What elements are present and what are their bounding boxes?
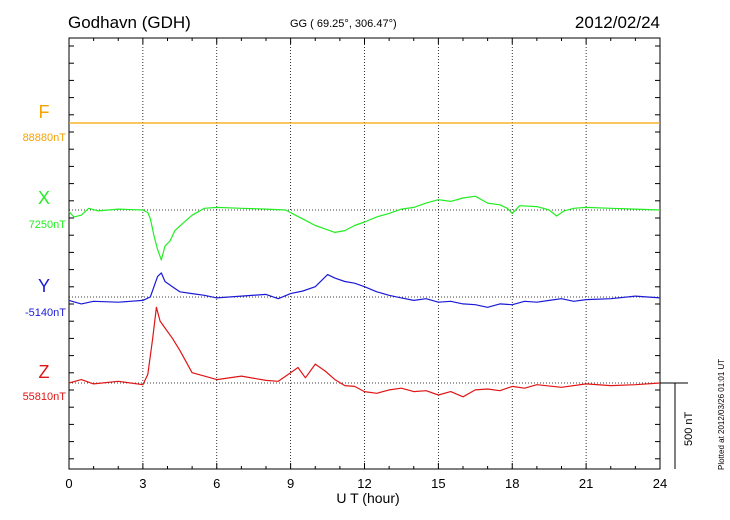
- x-tick-label: 0: [65, 476, 72, 491]
- x-tick-label: 18: [505, 476, 519, 491]
- series-line-x: [68, 195, 661, 261]
- labels-layer: 0 3 6 9 12 15 18 21 24 F 88880nT X 7250nT Y -5140nT Z 55…: [23, 102, 668, 491]
- baseline-value-y: -5140nT: [25, 307, 66, 319]
- component-label-f: F: [39, 102, 50, 122]
- scale-bar-label: 500 nT: [683, 411, 695, 446]
- series-layer: [68, 122, 661, 398]
- series-line-z: [68, 306, 661, 398]
- station-coordinates: GG ( 69.25°, 306.47°): [290, 18, 397, 30]
- x-tick-label: 6: [213, 476, 220, 491]
- x-tick-label: 12: [357, 476, 371, 491]
- x-tick-label: 21: [579, 476, 593, 491]
- baseline-value-x: 7250nT: [29, 219, 67, 231]
- plotted-at-note: Plotted at 2012/03/26 01:01 UT: [717, 359, 726, 470]
- baseline-value-f: 88880nT: [23, 132, 67, 144]
- x-tick-label: 9: [287, 476, 294, 491]
- grid-layer: [68, 38, 661, 469]
- series-line-y: [68, 272, 661, 308]
- x-tick-label: 24: [653, 476, 667, 491]
- scale-bar: 500 nT: [660, 382, 695, 469]
- component-label-y: Y: [38, 276, 50, 296]
- baseline-value-z: 55810nT: [23, 391, 67, 403]
- x-tick-label: 15: [431, 476, 445, 491]
- x-tick-label: 3: [139, 476, 146, 491]
- component-label-x: X: [38, 188, 50, 208]
- station-title: Godhavn (GDH): [68, 13, 191, 32]
- x-axis-label: U T (hour): [336, 490, 399, 506]
- plot-date: 2012/02/24: [575, 13, 660, 32]
- component-label-z: Z: [39, 362, 50, 382]
